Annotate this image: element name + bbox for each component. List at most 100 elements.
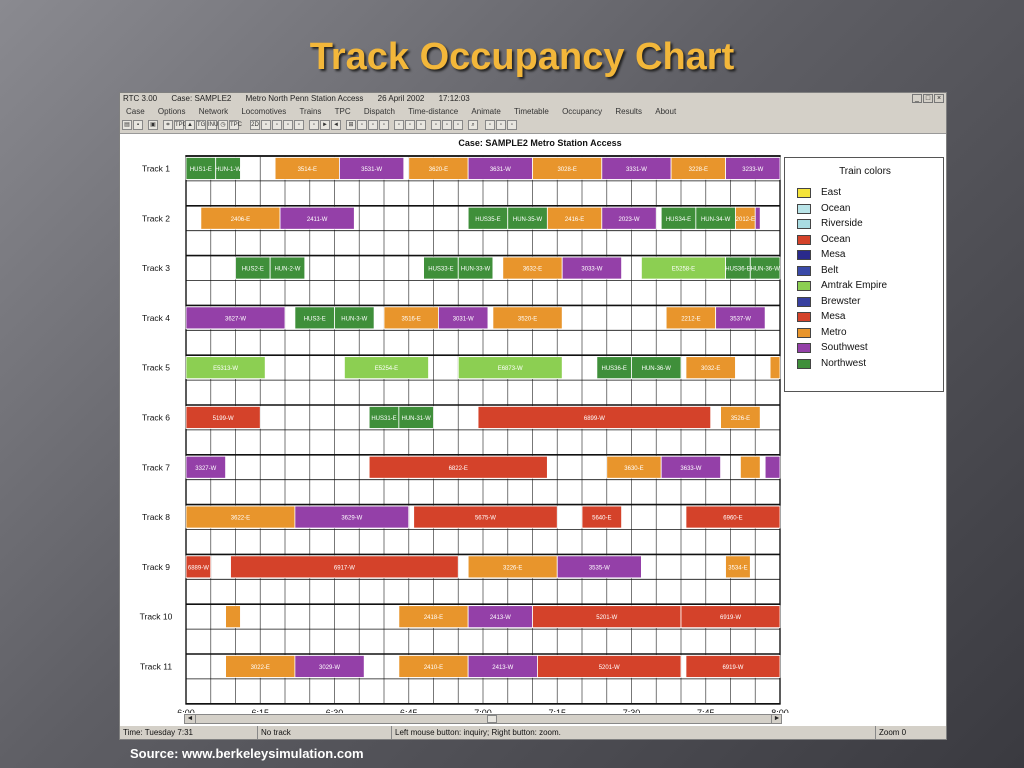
legend-label: Mesa bbox=[821, 249, 846, 260]
occupancy-bar bbox=[720, 406, 761, 429]
tool-icon-5[interactable]: ▫ bbox=[309, 120, 319, 130]
train-icon[interactable]: ▲ bbox=[185, 120, 195, 130]
occupancy-label: 3531-W bbox=[361, 167, 382, 173]
occupancy-label: HUS2-E bbox=[242, 267, 264, 273]
track-occupancy-chart[interactable]: Track 1 HUS1-E HUN-1-W 3514-E 3531-W 3620-E 36… bbox=[120, 93, 946, 713]
zoom-icon[interactable]: ⌕ bbox=[468, 120, 478, 130]
occupancy-label: 5199-W bbox=[213, 416, 234, 422]
occupancy-bar bbox=[269, 256, 306, 280]
minimize-icon[interactable]: _ bbox=[912, 94, 922, 103]
occupancy-label: HUN-34-W bbox=[701, 217, 731, 223]
menu-network[interactable]: Network bbox=[198, 107, 229, 116]
occupancy-label: HUN-35-W bbox=[513, 217, 543, 223]
clock-icon[interactable]: ◷ bbox=[218, 120, 228, 130]
occupancy-label: 2413-W bbox=[490, 615, 511, 621]
occupancy-label: 6889-W bbox=[188, 565, 209, 571]
occupancy-label: HUS1-E bbox=[190, 167, 212, 173]
scroll-right-icon[interactable]: ► bbox=[771, 715, 782, 723]
network-icon[interactable]: ⌗ bbox=[163, 120, 173, 130]
tool-icon-10[interactable]: ▫ bbox=[405, 120, 415, 130]
track-label: Track 8 bbox=[142, 512, 170, 522]
occupancy-label: 2410-E bbox=[424, 665, 443, 671]
tool-icon-15[interactable]: ▫ bbox=[485, 120, 495, 130]
maximize-icon[interactable]: □ bbox=[923, 94, 933, 103]
print-icon[interactable]: ▣ bbox=[148, 120, 158, 130]
occupancy-label: 3629-W bbox=[341, 516, 362, 522]
occupancy-label: 3633-W bbox=[680, 466, 701, 472]
occupancy-bar bbox=[185, 356, 266, 380]
status-track: No track bbox=[257, 726, 391, 739]
save-icon[interactable]: ▪ bbox=[133, 120, 143, 130]
menu-timetable[interactable]: Timetable bbox=[514, 107, 549, 116]
tool-icon-12[interactable]: ▫ bbox=[431, 120, 441, 130]
case-description: Metro North Penn Station Access bbox=[245, 94, 364, 103]
tool-icon-7[interactable]: ▫ bbox=[368, 120, 378, 130]
tool-icon-6[interactable]: ▫ bbox=[357, 120, 367, 130]
open-folder-icon[interactable]: ▤ bbox=[122, 120, 132, 130]
menu-locomotives[interactable]: Locomotives bbox=[241, 107, 287, 116]
tool-icon-16[interactable]: ▫ bbox=[496, 120, 506, 130]
menu-occupancy[interactable]: Occupancy bbox=[562, 107, 603, 116]
occupancy-bar bbox=[660, 455, 722, 479]
occupancy-label: 2012-E bbox=[736, 217, 755, 223]
2d-button[interactable]: 2D bbox=[250, 120, 260, 130]
menu-options[interactable]: Options bbox=[157, 107, 186, 116]
occupancy-label: 3228-E bbox=[689, 167, 708, 173]
horizontal-scrollbar[interactable]: ◄ ► bbox=[184, 714, 782, 724]
legend-swatch bbox=[797, 358, 811, 369]
occupancy-label: 6822-E bbox=[449, 466, 468, 472]
occupancy-bar bbox=[492, 306, 563, 330]
occupancy-bar bbox=[413, 505, 558, 529]
menu-dispatch[interactable]: Dispatch bbox=[363, 107, 395, 116]
scroll-thumb[interactable] bbox=[487, 715, 497, 723]
rewind-icon[interactable]: ◄ bbox=[331, 120, 341, 130]
occupancy-label: E5254-E bbox=[375, 366, 398, 372]
tool-icon-1[interactable]: ▫ bbox=[261, 120, 271, 130]
occupancy-label: HUN-31-W bbox=[402, 416, 432, 422]
tool-icon-3[interactable]: ▫ bbox=[283, 120, 293, 130]
occupancy-label: 3622-E bbox=[231, 516, 250, 522]
close-icon[interactable]: × bbox=[934, 94, 944, 103]
menu-about[interactable]: About bbox=[655, 107, 677, 116]
play-icon[interactable]: ► bbox=[320, 120, 330, 130]
occupancy-bar bbox=[477, 406, 712, 429]
tool-icon-9[interactable]: ▫ bbox=[394, 120, 404, 130]
occupancy-bar bbox=[601, 206, 657, 230]
tool-icon-14[interactable]: ▫ bbox=[453, 120, 463, 130]
menu-case[interactable]: Case bbox=[126, 107, 145, 116]
scroll-left-icon[interactable]: ◄ bbox=[185, 715, 196, 723]
menu-tpc[interactable]: TPC bbox=[334, 107, 351, 116]
tool-icon-4[interactable]: ▫ bbox=[294, 120, 304, 130]
tpc2-button[interactable]: TPC bbox=[229, 120, 242, 130]
occupancy-bar bbox=[225, 605, 241, 629]
tg-button[interactable]: TG bbox=[196, 120, 206, 130]
status-time: Time: Tuesday 7:31 bbox=[123, 728, 193, 737]
occupancy-bar bbox=[368, 455, 548, 479]
tool-icon-2[interactable]: ▫ bbox=[272, 120, 282, 130]
menu-animate[interactable]: Animate bbox=[471, 107, 501, 116]
occupancy-label: 3516-E bbox=[402, 316, 421, 322]
occupancy-label: 6919-W bbox=[720, 615, 741, 621]
menu-results[interactable]: Results bbox=[615, 107, 643, 116]
legend-label: Amtrak Empire bbox=[821, 280, 888, 291]
x-tick-label: 7:30 bbox=[623, 708, 641, 713]
menu-time-distance[interactable]: Time-distance bbox=[408, 107, 459, 116]
occupancy-label: 3514-E bbox=[298, 167, 317, 173]
occupancy-bar bbox=[215, 157, 241, 180]
grid-icon[interactable]: ⊞ bbox=[346, 120, 356, 130]
occupancy-label: 5201-W bbox=[599, 665, 620, 671]
tool-icon-11[interactable]: ▫ bbox=[416, 120, 426, 130]
track-label: Track 1 bbox=[142, 163, 170, 173]
tpc-button[interactable]: TPC bbox=[174, 120, 187, 130]
source-credit: Source: www.berkeleysimulation.com bbox=[130, 746, 364, 761]
inu-button[interactable]: INU bbox=[207, 120, 219, 130]
menu-trains[interactable]: Trains bbox=[299, 107, 322, 116]
occupancy-label: 3526-E bbox=[731, 416, 750, 422]
occupancy-label: E5258-E bbox=[672, 267, 695, 273]
tool-icon-13[interactable]: ▫ bbox=[442, 120, 452, 130]
track-label: Track 7 bbox=[142, 462, 170, 472]
tool-icon-8[interactable]: ▫ bbox=[379, 120, 389, 130]
occupancy-label: 3331-W bbox=[626, 167, 647, 173]
tool-icon-17[interactable]: ▫ bbox=[507, 120, 517, 130]
occupancy-label: 3535-W bbox=[589, 565, 610, 571]
